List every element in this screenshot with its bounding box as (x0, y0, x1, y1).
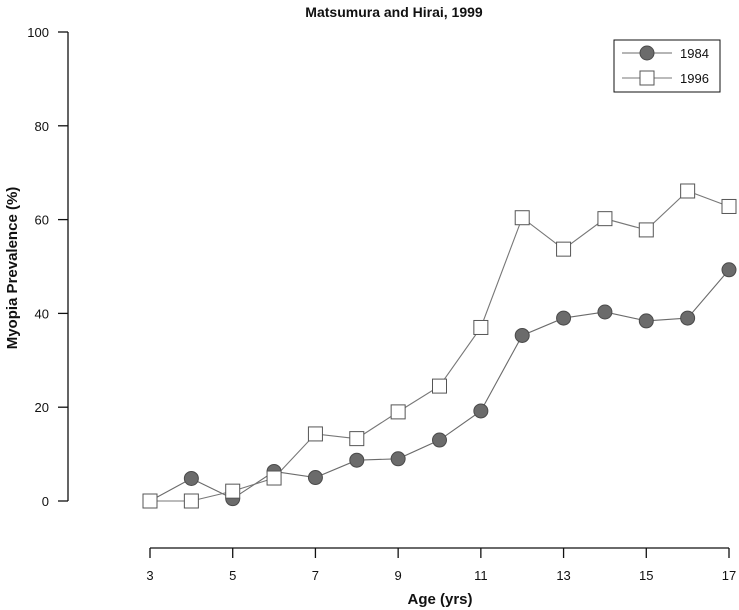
data-point-1996 (514, 210, 530, 226)
y-tick-label: 100 (27, 25, 49, 40)
data-point-1984 (307, 470, 323, 486)
chart-title: Matsumura and Hirai, 1999 (305, 4, 483, 20)
plot-area (142, 183, 737, 509)
x-tick-label: 7 (312, 568, 319, 583)
x-tick-label: 9 (395, 568, 402, 583)
x-tick-label: 15 (639, 568, 653, 583)
data-point-1996 (473, 319, 489, 335)
data-point-1996 (721, 198, 737, 214)
legend-label-1996: 1996 (680, 71, 709, 86)
x-tick-label: 3 (146, 568, 153, 583)
legend-label-1984: 1984 (680, 46, 709, 61)
legend-marker-1984 (639, 45, 655, 61)
data-point-1996 (390, 404, 406, 420)
data-point-1996 (142, 493, 158, 509)
x-tick-label: 11 (474, 568, 488, 583)
x-tick-label: 5 (229, 568, 236, 583)
data-point-1984 (473, 403, 489, 419)
y-tick-label: 20 (35, 400, 49, 415)
y-tick-label: 0 (42, 494, 49, 509)
legend: 1984 1996 (613, 39, 721, 93)
data-point-1996 (349, 431, 365, 447)
data-point-1984 (680, 310, 696, 326)
data-point-1996 (432, 378, 447, 394)
data-point-1984 (721, 262, 737, 278)
y-tick-label: 80 (35, 119, 49, 134)
y-tick-label: 40 (35, 306, 49, 321)
data-point-1996 (307, 426, 323, 442)
data-point-1996 (597, 211, 613, 227)
legend-marker-1996 (639, 70, 655, 86)
x-axis-label: Age (yrs) (407, 591, 472, 608)
x-tick-label: 13 (556, 568, 570, 583)
data-point-1984 (638, 313, 654, 329)
data-point-1996 (556, 241, 572, 257)
data-point-1996 (638, 222, 654, 238)
data-point-1984 (390, 451, 406, 467)
data-point-1984 (597, 304, 613, 320)
data-point-1996 (183, 493, 199, 509)
y-axis-label: Myopia Prevalence (%) (4, 187, 21, 350)
y-tick-label: 60 (35, 213, 49, 228)
legend-box (613, 39, 721, 93)
data-point-1984 (432, 432, 447, 448)
x-axis-ticks: 3 5 7 9 11 13 15 17 (146, 548, 736, 583)
x-tick-label: 17 (722, 568, 736, 583)
data-point-1984 (183, 470, 199, 486)
data-point-1984 (514, 327, 530, 343)
series-line-1996 (150, 190, 730, 502)
y-axis-ticks: 0 20 40 60 80 100 (27, 25, 68, 509)
data-point-1996 (266, 470, 282, 486)
data-point-1996 (225, 483, 241, 499)
data-point-1984 (349, 452, 365, 468)
data-point-1996 (680, 183, 696, 199)
data-point-1984 (556, 310, 572, 326)
